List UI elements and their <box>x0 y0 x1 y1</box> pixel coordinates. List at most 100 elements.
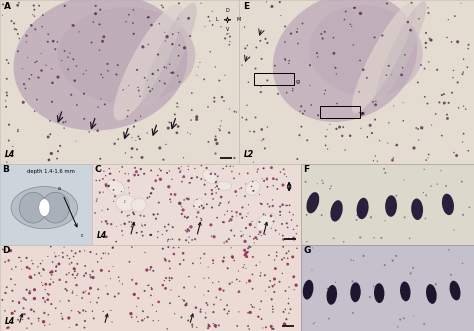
Point <box>70 254 77 259</box>
Point <box>225 199 233 204</box>
Point <box>97 72 105 77</box>
Point <box>330 236 337 241</box>
Point <box>66 256 73 261</box>
Point <box>141 75 148 80</box>
Point <box>270 183 277 188</box>
Point <box>465 148 472 153</box>
Point <box>178 315 185 320</box>
Point <box>175 245 182 250</box>
Point <box>351 5 359 11</box>
Point <box>256 307 264 312</box>
Point <box>225 130 233 135</box>
Point <box>118 210 126 215</box>
Point <box>325 316 333 321</box>
Point <box>99 176 107 181</box>
Point <box>283 251 290 256</box>
Point <box>193 114 201 119</box>
Point <box>288 217 295 223</box>
Point <box>445 17 452 22</box>
Point <box>281 171 288 177</box>
Point <box>366 123 374 128</box>
Point <box>230 258 238 263</box>
Point <box>230 155 238 161</box>
Bar <box>254 72 294 85</box>
Point <box>52 254 59 259</box>
Point <box>10 21 18 26</box>
Point <box>201 77 208 82</box>
Point <box>296 132 303 138</box>
Point <box>162 258 169 263</box>
Point <box>273 186 281 192</box>
Point <box>217 24 225 29</box>
Point <box>128 244 136 250</box>
Point <box>401 177 408 183</box>
Point <box>73 63 80 69</box>
Point <box>74 309 82 314</box>
Point <box>328 184 335 189</box>
Ellipse shape <box>142 3 197 108</box>
Point <box>293 29 301 35</box>
Point <box>341 17 348 22</box>
Point <box>175 53 182 59</box>
Point <box>16 36 23 41</box>
Point <box>125 185 132 190</box>
Point <box>277 169 284 175</box>
Point <box>122 150 129 156</box>
Point <box>27 307 35 312</box>
Point <box>143 267 151 273</box>
Ellipse shape <box>42 192 69 223</box>
Point <box>201 24 209 29</box>
Point <box>432 111 439 117</box>
Point <box>347 258 355 263</box>
Point <box>314 54 321 60</box>
Point <box>285 296 292 301</box>
Point <box>73 293 81 298</box>
Point <box>131 172 138 178</box>
Point <box>281 39 289 45</box>
Point <box>257 89 264 95</box>
Point <box>258 56 265 62</box>
Point <box>264 124 271 130</box>
Point <box>58 314 66 319</box>
Point <box>85 129 93 135</box>
Point <box>146 232 154 238</box>
Ellipse shape <box>356 198 369 219</box>
Point <box>115 274 122 280</box>
Point <box>62 119 70 124</box>
Point <box>18 66 26 71</box>
Point <box>326 186 334 191</box>
Point <box>254 166 262 172</box>
Point <box>52 268 60 274</box>
Point <box>182 238 190 243</box>
Ellipse shape <box>256 213 275 231</box>
Point <box>100 168 108 174</box>
Point <box>138 223 146 228</box>
Point <box>136 136 144 142</box>
Point <box>224 266 231 271</box>
Point <box>9 288 16 293</box>
Point <box>262 288 269 294</box>
Point <box>18 295 26 301</box>
Point <box>338 133 346 138</box>
Point <box>86 272 94 278</box>
Point <box>233 110 240 115</box>
Point <box>287 307 294 312</box>
Point <box>122 19 130 24</box>
Point <box>226 39 234 44</box>
Point <box>418 125 426 130</box>
Point <box>229 255 237 260</box>
Point <box>147 190 155 196</box>
Point <box>303 138 311 143</box>
Point <box>23 287 30 292</box>
Point <box>104 221 111 226</box>
Point <box>81 325 88 330</box>
Point <box>460 70 467 75</box>
Point <box>385 120 392 125</box>
Point <box>189 324 196 329</box>
Point <box>5 138 13 143</box>
Ellipse shape <box>411 199 423 220</box>
Point <box>197 1 205 6</box>
Point <box>180 155 187 161</box>
Point <box>296 109 304 114</box>
Point <box>126 259 133 264</box>
